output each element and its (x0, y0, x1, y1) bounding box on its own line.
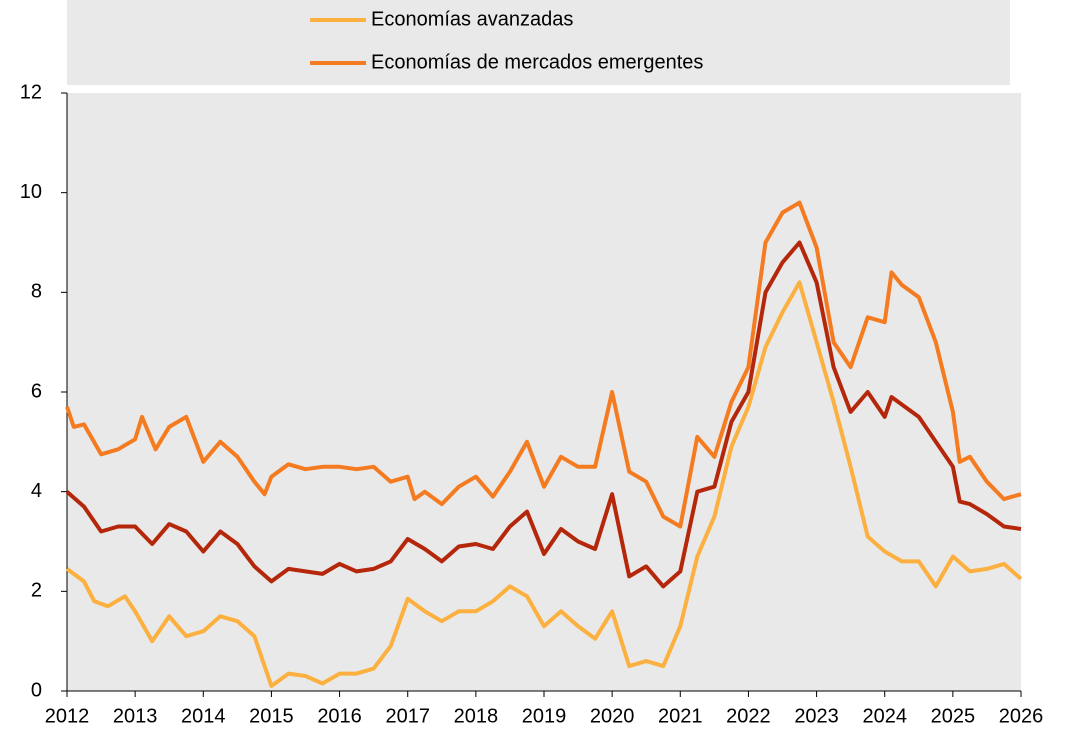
y-tick-label: 8 (31, 281, 42, 303)
x-tick-label: 2026 (999, 705, 1044, 727)
y-tick-label: 6 (31, 380, 42, 402)
x-tick-label: 2017 (385, 705, 430, 727)
legend-label: Economías avanzadas (371, 8, 573, 30)
x-tick-label: 2016 (317, 705, 362, 727)
x-tick-label: 2015 (249, 705, 294, 727)
series-line (65, 280, 1023, 688)
x-tick-label: 2013 (113, 705, 158, 727)
series-line (65, 240, 1022, 589)
x-tick-label: 2022 (726, 705, 771, 727)
y-tick-label: 12 (20, 81, 42, 103)
y-tick-label: 2 (31, 580, 42, 602)
legend-label: Economías de mercados emergentes (371, 51, 703, 73)
x-tick-label: 2020 (590, 705, 635, 727)
y-tick-label: 0 (31, 679, 42, 701)
series-line (65, 200, 1022, 529)
x-tick-label: 2025 (931, 705, 976, 727)
x-tick-label: 2014 (181, 705, 226, 727)
x-tick-label: 2012 (45, 705, 90, 727)
y-tick-label: 10 (20, 181, 42, 203)
y-tick-label: 4 (31, 480, 42, 502)
x-tick-label: 2023 (794, 705, 839, 727)
x-tick-label: 2021 (658, 705, 703, 727)
plot-area (67, 93, 1021, 691)
x-tick-label: 2018 (454, 705, 499, 727)
x-tick-label: 2024 (862, 705, 907, 727)
x-tick-label: 2019 (522, 705, 567, 727)
legend-box (67, 0, 1010, 85)
